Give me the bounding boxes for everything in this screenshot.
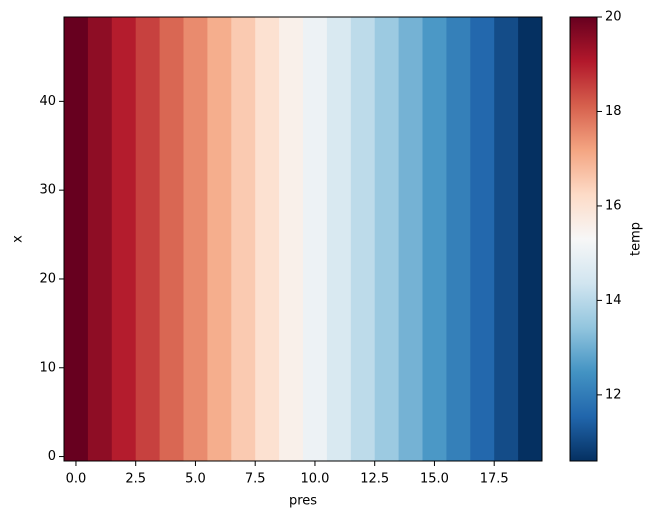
heatmap-column	[255, 17, 280, 461]
x-axis-label: pres	[289, 494, 317, 509]
colorbar	[569, 16, 598, 462]
x-tick-label: 0.0	[66, 472, 87, 487]
y-tick-label: 30	[39, 183, 56, 198]
y-axis-label: x	[11, 235, 26, 243]
heatmap-column	[303, 17, 328, 461]
x-tick-label: 17.5	[480, 472, 509, 487]
colorbar-tick-label: 20	[605, 10, 622, 25]
x-tick-label: 5.0	[185, 472, 206, 487]
colorbar-tick-label: 18	[605, 104, 622, 119]
heatmap-column	[207, 17, 232, 461]
y-tick-label: 0	[48, 449, 56, 464]
colorbar-label: temp	[629, 222, 644, 256]
heatmap-column	[374, 17, 400, 461]
heatmap-column	[111, 17, 137, 461]
colorbar-tick-label: 12	[605, 387, 622, 402]
heatmap-column	[518, 17, 543, 461]
x-tick-label: 2.5	[125, 472, 146, 487]
y-tick-label: 20	[39, 271, 56, 286]
heatmap-column	[64, 17, 89, 461]
heatmap	[64, 17, 543, 461]
colorbar-tick-label: 14	[605, 293, 622, 308]
heatmap-column	[326, 17, 352, 461]
heatmap-column	[446, 17, 471, 461]
axes-frame	[63, 16, 543, 462]
x-tick-label: 15.0	[420, 472, 449, 487]
heatmap-column	[183, 17, 208, 461]
x-tick-label: 10.0	[300, 472, 329, 487]
heatmap-column	[159, 17, 184, 461]
x-tick-label: 12.5	[360, 472, 389, 487]
heatmap-column	[470, 17, 495, 461]
heatmap-column	[87, 17, 113, 461]
x-tick-label: 7.5	[245, 472, 266, 487]
heatmap-column	[494, 17, 519, 461]
y-tick-label: 40	[39, 94, 56, 109]
colorbar-tick-label: 16	[605, 198, 622, 213]
heatmap-column	[231, 17, 256, 461]
heatmap-column	[350, 17, 376, 461]
heatmap-column	[135, 17, 161, 461]
heatmap-column	[422, 17, 447, 461]
heatmap-column	[398, 17, 423, 461]
heatmap-column	[279, 17, 304, 461]
y-tick-label: 10	[39, 360, 56, 375]
